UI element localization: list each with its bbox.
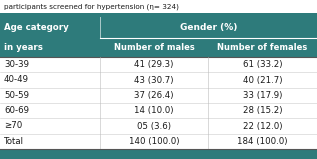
Text: 140 (100.0): 140 (100.0) [129,137,179,146]
Bar [0,17,317,38]
Text: 61 (33.2): 61 (33.2) [243,60,282,69]
Text: 37 (26.4): 37 (26.4) [134,91,174,100]
Text: Number of males: Number of males [113,43,194,52]
Bar [0,57,317,149]
Text: Age category: Age category [4,23,69,32]
Text: Total: Total [4,137,24,146]
Text: 33 (17.9): 33 (17.9) [243,91,282,100]
Text: 05 (3.6): 05 (3.6) [137,121,171,131]
Text: 40 (21.7): 40 (21.7) [243,76,282,84]
Bar [0,149,317,159]
Text: 50-59: 50-59 [4,91,29,100]
Text: 40-49: 40-49 [4,76,29,84]
Text: 184 (100.0): 184 (100.0) [237,137,288,146]
Text: 22 (12.0): 22 (12.0) [243,121,282,131]
Text: 30-39: 30-39 [4,60,29,69]
Text: in years: in years [4,43,43,52]
Text: ≥70: ≥70 [4,121,22,131]
Bar [0,13,317,17]
Text: 14 (10.0): 14 (10.0) [134,106,174,115]
Text: 28 (15.2): 28 (15.2) [243,106,282,115]
Text: 41 (29.3): 41 (29.3) [134,60,174,69]
Text: Number of females: Number of females [217,43,307,52]
Bar [0,0,317,13]
Text: participants screened for hypertension (η= 324): participants screened for hypertension (… [4,3,179,10]
Bar [0,38,317,57]
Text: Gender (%): Gender (%) [180,23,237,32]
Text: 60-69: 60-69 [4,106,29,115]
Text: 43 (30.7): 43 (30.7) [134,76,174,84]
